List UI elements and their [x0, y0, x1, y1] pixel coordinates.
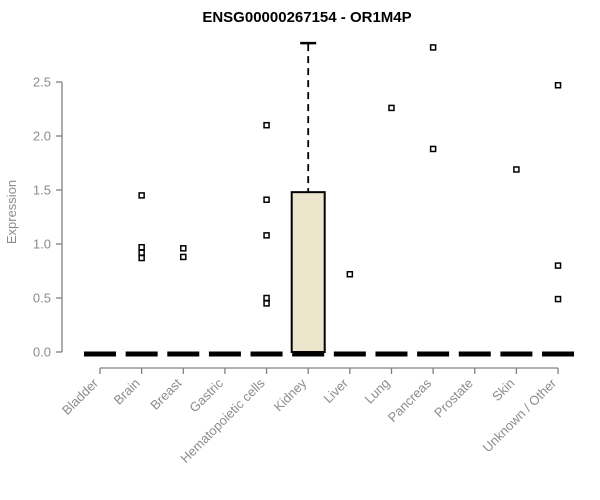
- outlier-point: [513, 166, 520, 173]
- outlier-point: [263, 121, 270, 129]
- y-tick-label: 1.5: [33, 183, 51, 198]
- box: [290, 191, 326, 353]
- y-tick-label: 0.0: [33, 345, 51, 360]
- outlier-point: [138, 249, 145, 256]
- y-tick-label: 2.5: [33, 75, 51, 90]
- x-category-label: Lung: [362, 376, 393, 407]
- outlier-point: [138, 254, 145, 262]
- y-axis-title: Expression: [4, 180, 19, 244]
- outlier-point: [388, 104, 395, 112]
- x-category-label: Breast: [147, 375, 184, 412]
- y-tick-label: 0.5: [33, 291, 51, 306]
- outlier-point: [429, 44, 437, 51]
- x-category-label: Gastric: [186, 375, 226, 415]
- x-category-label: Unknown / Other: [480, 375, 560, 455]
- plot-area: 0.0 0.5 1.0 1.5 2.0 2.5 Bladder Brain Breast Gast…: [33, 41, 575, 466]
- outlier-point: [180, 245, 187, 252]
- outlier-point: [263, 300, 270, 307]
- y-tick-label: 1.0: [33, 237, 51, 252]
- outlier-point: [554, 81, 562, 89]
- outlier-point: [429, 145, 437, 153]
- outlier-point: [554, 262, 562, 269]
- outlier-point: [263, 232, 270, 239]
- x-category-label: Kidney: [271, 375, 310, 414]
- x-category-label: Brain: [111, 376, 143, 408]
- x-category-label: Pancreas: [385, 375, 435, 425]
- outlier-point: [138, 192, 145, 199]
- x-category-label: Skin: [489, 376, 517, 404]
- outlier-point: [263, 294, 270, 302]
- x-category-label: Prostate: [431, 376, 476, 421]
- outlier-point: [138, 243, 145, 251]
- outlier-point: [346, 270, 354, 278]
- x-category-label: Liver: [320, 375, 351, 406]
- outlier-point: [180, 253, 187, 261]
- outlier-point: [554, 295, 562, 303]
- x-category-label: Bladder: [59, 375, 102, 418]
- y-tick-label: 2.0: [33, 129, 51, 144]
- outlier-point: [263, 196, 270, 203]
- chart-title: ENSG00000267154 - OR1M4P: [202, 9, 411, 26]
